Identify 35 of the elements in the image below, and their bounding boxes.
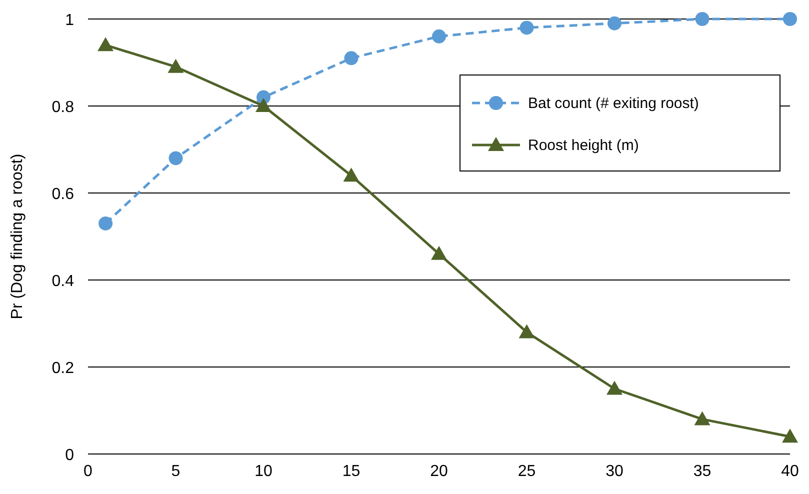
point <box>431 246 447 260</box>
y-axis-title: Pr (Dog finding a roost) <box>9 154 26 320</box>
x-tick-label: 15 <box>342 463 360 480</box>
x-tick-label: 10 <box>254 463 272 480</box>
point <box>98 37 114 52</box>
y-tick-label: 0.2 <box>52 360 74 377</box>
point <box>782 428 798 443</box>
y-tick-label: 0.8 <box>52 99 74 116</box>
legend-label: Bat count (# exiting roost) <box>528 95 699 112</box>
point <box>608 16 622 30</box>
x-tick-label: 40 <box>781 463 799 480</box>
x-tick-label: 30 <box>606 463 624 480</box>
legend-label: Roost height (m) <box>528 137 639 154</box>
point <box>344 51 358 66</box>
point <box>168 58 184 73</box>
y-tick-label: 0.6 <box>52 186 74 203</box>
point <box>168 151 183 166</box>
x-tick-label: 0 <box>84 463 93 480</box>
point <box>783 12 797 26</box>
y-tick-label: 1 <box>65 12 74 29</box>
x-tick-label: 25 <box>518 463 536 480</box>
point <box>694 411 710 426</box>
y-tick-label: 0 <box>65 447 74 464</box>
point <box>343 168 360 182</box>
point <box>695 12 710 26</box>
point <box>518 324 535 338</box>
point <box>606 380 622 395</box>
y-tick-label: 0.4 <box>52 273 74 290</box>
x-tick-label: 35 <box>693 463 712 480</box>
point <box>98 216 113 230</box>
point <box>520 20 534 35</box>
point <box>256 98 272 112</box>
point <box>432 29 446 44</box>
x-tick-label: 5 <box>171 463 180 480</box>
x-tick-label: 20 <box>430 463 448 480</box>
